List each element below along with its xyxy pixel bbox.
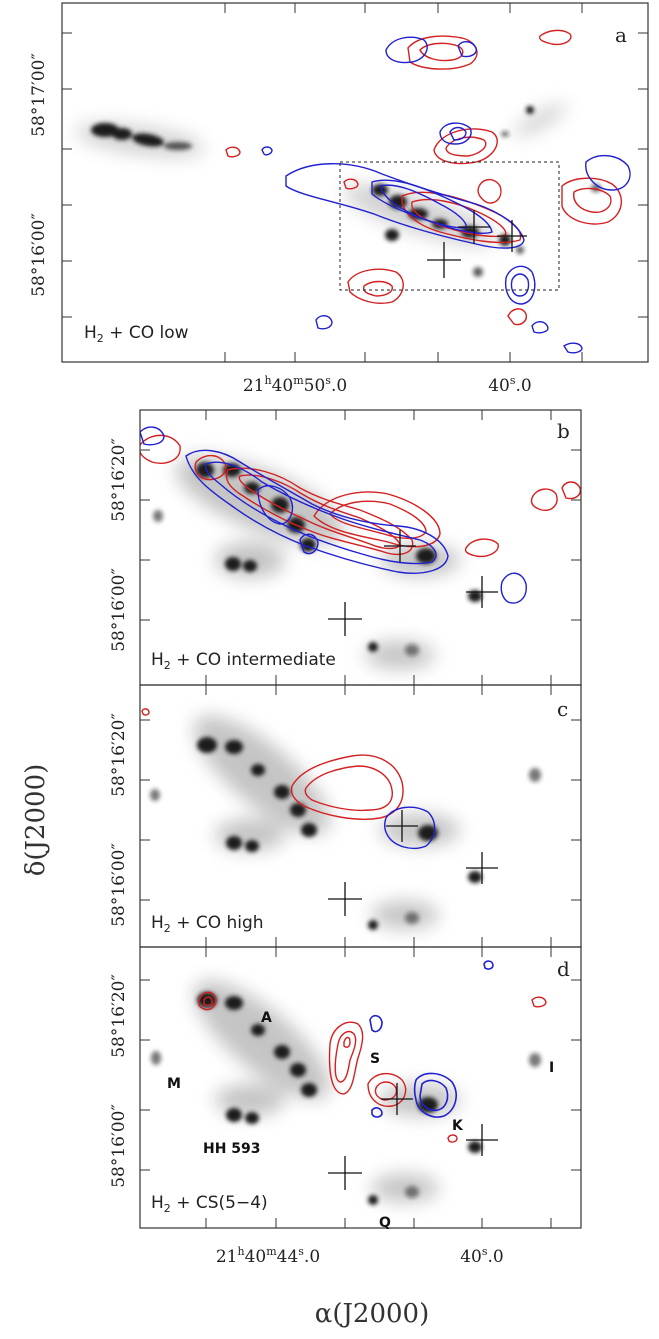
panel-a-zoom-box xyxy=(339,161,560,291)
panel-b-red-contours xyxy=(140,434,581,558)
panel-b-caption: H2 + CO intermediate xyxy=(151,650,336,672)
panel-c-letter: c xyxy=(557,697,568,721)
panel-d-image xyxy=(151,960,547,1205)
panel-b-image xyxy=(140,426,581,669)
panel-c-image xyxy=(141,708,541,930)
panel-a-blue-contours xyxy=(261,36,631,354)
panel-c-ticks xyxy=(140,685,581,947)
panel-b-ytick-2: 58°16′00″ xyxy=(109,568,129,652)
source-label-s: S xyxy=(370,1051,380,1067)
panel-c-ytick-1: 58°16′20″ xyxy=(109,713,129,797)
source-label-k: K xyxy=(452,1118,464,1134)
panel-a-letter: a xyxy=(615,23,627,47)
panel-a-crosses xyxy=(427,210,527,278)
panel-a-xtick-1: 21h40m50s.0 xyxy=(243,374,347,396)
source-label-q: Q xyxy=(379,1215,391,1231)
panel-d-xtick-1: 21h40m44s.0 xyxy=(216,1245,320,1267)
panel-c-crosses xyxy=(328,810,498,916)
panel-a-caption: H2 + CO low xyxy=(84,323,189,345)
panel-d-red-contours xyxy=(197,991,547,1143)
panel-d-ticks xyxy=(140,947,581,1228)
panel-a-frame xyxy=(61,2,649,363)
panel-d: d H2 + CS(5−4) A M S K I HH 593 Q 58°16′… xyxy=(109,946,582,1267)
source-label-m: M xyxy=(167,1076,181,1092)
panel-b-letter: b xyxy=(557,419,570,443)
panel-c-red-contours xyxy=(141,708,404,820)
panel-c: c H2 + CO high 58°16′20″ 58°16′00″ xyxy=(109,684,582,948)
panel-d-xtick-2: 40s.0 xyxy=(460,1245,504,1267)
panel-a-ytick-1: 58°17′00″ xyxy=(29,53,49,137)
x-axis-label: α(J2000) xyxy=(315,1299,429,1329)
panel-a-ticks xyxy=(62,3,648,362)
panel-c-diffuse xyxy=(194,715,460,929)
panel-d-diffuse xyxy=(194,980,460,1202)
panel-c-caption: H2 + CO high xyxy=(151,913,264,935)
panel-d-knots xyxy=(151,992,541,1205)
panel-b: b H2 + CO intermediate 58°16′20″ 58°16′0… xyxy=(109,409,582,686)
panel-c-blue-contours xyxy=(383,806,436,850)
panel-d-ytick-2: 58°16′00″ xyxy=(109,1104,129,1188)
panel-d-crosses xyxy=(328,1083,498,1190)
panel-b-crosses xyxy=(328,530,498,636)
panel-a-image xyxy=(75,29,631,354)
panel-c-ytick-2: 58°16′00″ xyxy=(109,843,129,927)
panel-a-diffuse xyxy=(75,103,567,246)
source-label-i: I xyxy=(549,1060,554,1076)
source-label-a: A xyxy=(261,1010,272,1026)
panel-b-frame xyxy=(139,409,582,686)
panel-a-ytick-2: 58°16′00″ xyxy=(29,213,49,297)
panel-b-ticks xyxy=(140,410,581,685)
panel-d-caption: H2 + CS(5−4) xyxy=(151,1193,268,1215)
panel-d-frame xyxy=(139,946,582,1229)
panel-c-knots xyxy=(150,737,541,930)
panel-d-blue-contours xyxy=(369,960,494,1118)
panel-a: a H2 + CO low 58°17′00″ 58°16′00″ 21h40m… xyxy=(29,2,649,396)
panel-a-xtick-2: 40s.0 xyxy=(488,374,532,396)
panel-d-letter: d xyxy=(557,957,570,981)
source-label-hh593: HH 593 xyxy=(203,1141,261,1157)
panel-d-ytick-1: 58°16′20″ xyxy=(109,974,129,1058)
panel-b-blue-contours xyxy=(140,426,527,604)
panel-b-ytick-1: 58°16′20″ xyxy=(109,438,129,522)
y-axis-label: δ(J2000) xyxy=(21,764,51,877)
